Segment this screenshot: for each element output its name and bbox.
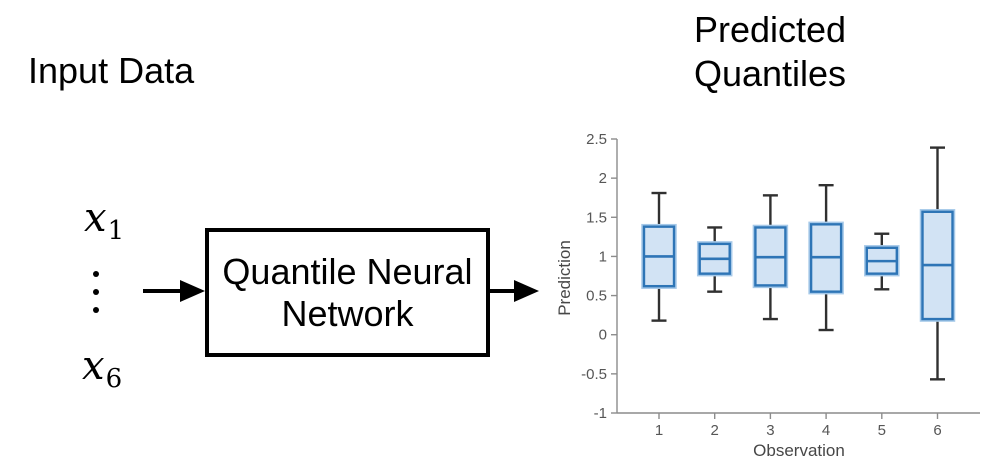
input-x6-subscript: 6 — [105, 364, 123, 394]
arrow-input-to-network-icon — [143, 280, 205, 302]
y-tick-label: 2 — [599, 170, 607, 187]
ellipsis-dot — [93, 307, 99, 313]
vertical-ellipsis-icon — [93, 271, 99, 313]
y-tick-label: 2.5 — [586, 131, 607, 148]
input-data-label: Input Data — [28, 50, 195, 91]
box-group-1 — [641, 191, 677, 322]
y-axis-label: Prediction — [556, 240, 574, 316]
boxplot-chart: -1 -0.5 0 0.5 1 1.5 2 2.5 1 2 3 4 5 6 Observation Predi… — [556, 131, 980, 460]
ellipsis-dot — [93, 289, 99, 295]
input-x1-subscript: 1 — [107, 216, 125, 246]
x-tick-label: 2 — [711, 422, 719, 439]
quantile-neural-network-box: Quantile Neural Network — [205, 228, 490, 357]
box-group-6 — [919, 146, 956, 381]
network-box-label-line2: Network — [281, 292, 414, 334]
y-tick-label: 0.5 — [586, 288, 607, 305]
y-tick-label: 1 — [599, 248, 607, 265]
ellipsis-dot — [93, 271, 99, 277]
x-tick-label: 1 — [655, 422, 663, 439]
x-tick-label: 5 — [878, 422, 886, 439]
arrow-network-to-output-icon — [490, 280, 539, 302]
chart-title: Predicted Quantiles — [650, 8, 890, 96]
box-group-4 — [808, 183, 844, 332]
input-x6: x6 — [82, 343, 122, 392]
y-tick-label: -0.5 — [581, 366, 607, 383]
y-tick-label: 1.5 — [586, 209, 607, 226]
box-group-5 — [864, 232, 900, 291]
x-tick-label: 6 — [933, 422, 941, 439]
chart-title-line1: Predicted — [693, 9, 847, 50]
network-box-label-line1: Quantile Neural — [222, 250, 473, 292]
chart-title-line2: Quantiles — [693, 53, 847, 94]
x-tick-label: 4 — [822, 422, 830, 439]
x-tick-label: 3 — [766, 422, 774, 439]
input-x1: x1 — [84, 195, 124, 244]
input-x1-base: x — [84, 195, 107, 241]
y-tick-label: -1 — [594, 405, 607, 422]
box-group-3 — [752, 194, 789, 321]
input-x6-base: x — [82, 343, 105, 389]
box-group-2 — [696, 226, 733, 293]
x-axis-label: Observation — [753, 441, 845, 460]
y-tick-label: 0 — [599, 327, 607, 344]
